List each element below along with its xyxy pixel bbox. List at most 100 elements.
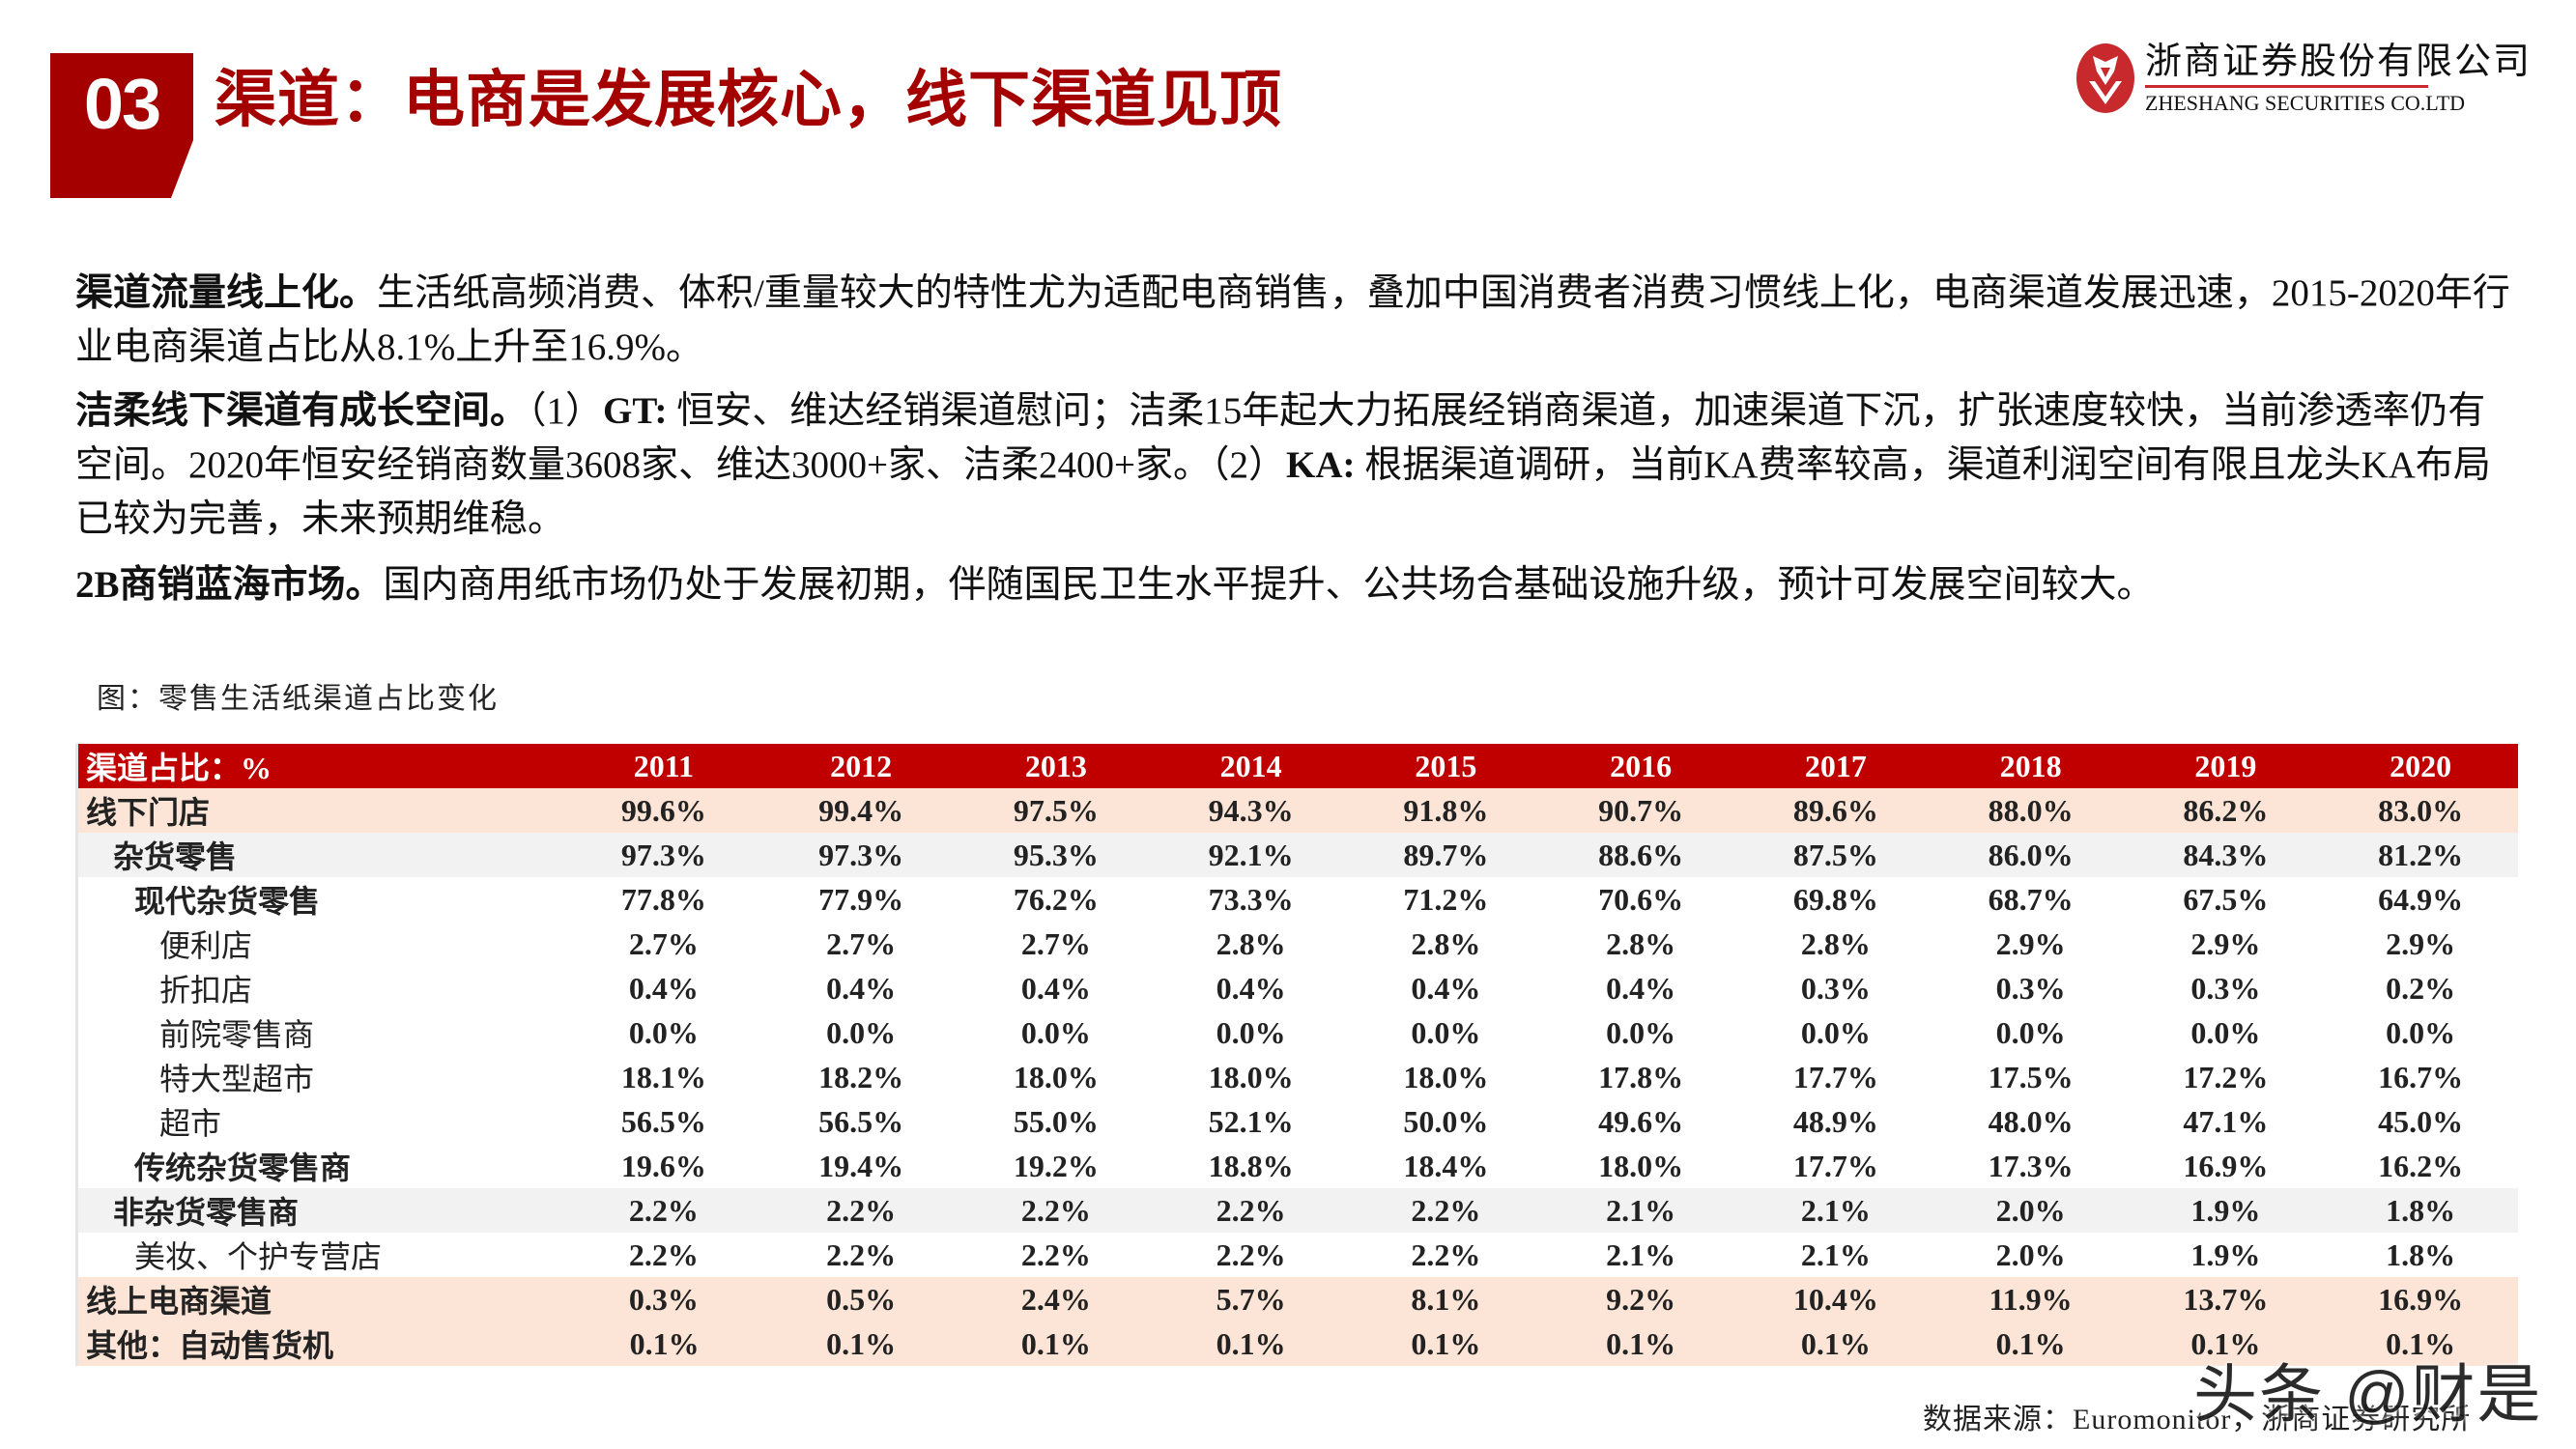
cell-value: 19.6% xyxy=(565,1144,764,1188)
cell-value: 2.1% xyxy=(1543,1233,1738,1277)
cell-value: 18.2% xyxy=(763,1055,959,1099)
cell-value: 2.0% xyxy=(1932,1188,2129,1233)
table-row: 前院零售商 0.0% 0.0% 0.0% 0.0% 0.0% 0.0% 0.0% 0.0% 0.0… xyxy=(76,1010,2518,1055)
cell-value: 97.3% xyxy=(763,833,959,877)
part2-lead: KA: xyxy=(1286,444,1356,486)
row-label: 传统杂货零售商 xyxy=(76,1144,565,1188)
cell-value: 2.8% xyxy=(1737,922,1933,966)
paragraph-offline-channel: 洁柔线下渠道有成长空间。（1）GT: 恒安、维达经销渠道慰问；洁柔15年起大力拓… xyxy=(75,384,2510,547)
cell-value: 17.5% xyxy=(1932,1055,2129,1099)
cell-value: 1.9% xyxy=(2128,1233,2324,1277)
cell-value: 0.1% xyxy=(2128,1321,2324,1366)
cell-value: 68.7% xyxy=(1932,877,2129,922)
part1-lead: GT: xyxy=(603,390,668,432)
cell-value: 0.0% xyxy=(1543,1010,1738,1055)
table-row: 传统杂货零售商 19.6% 19.4% 19.2% 18.8% 18.4% 18.0% 17.… xyxy=(76,1144,2518,1188)
cell-value: 18.0% xyxy=(1153,1055,1349,1099)
part2-prefix: （2） xyxy=(1211,444,1287,486)
year-header: 2013 xyxy=(958,744,1154,788)
watermark: 头条 @财是 xyxy=(2193,1358,2543,1430)
section-number-badge: 03 xyxy=(50,53,193,198)
cell-value: 92.1% xyxy=(1153,833,1349,877)
table-row: 其他：自动售货机 0.1% 0.1% 0.1% 0.1% 0.1% 0.1% 0.1% 0.1%… xyxy=(76,1321,2518,1366)
table-row: 非杂货零售商 2.2% 2.2% 2.2% 2.2% 2.2% 2.1% 2.1% 2.0% 1.… xyxy=(76,1188,2518,1233)
cell-value: 0.0% xyxy=(1932,1010,2129,1055)
cell-value: 5.7% xyxy=(1153,1277,1349,1321)
cell-value: 18.4% xyxy=(1348,1144,1544,1188)
year-header: 2014 xyxy=(1153,744,1349,788)
year-header: 2016 xyxy=(1543,744,1738,788)
cell-value: 2.9% xyxy=(2128,922,2324,966)
year-header: 2011 xyxy=(565,744,764,788)
table-row: 美妆、个护专营店 2.2% 2.2% 2.2% 2.2% 2.2% 2.1% 2.1% 2.0%… xyxy=(76,1233,2518,1277)
cell-value: 50.0% xyxy=(1348,1099,1544,1144)
year-header: 2015 xyxy=(1348,744,1544,788)
cell-value: 0.0% xyxy=(565,1010,764,1055)
part1-prefix: （1） xyxy=(528,390,604,432)
cell-value: 16.9% xyxy=(2128,1144,2324,1188)
cell-value: 0.0% xyxy=(1153,1010,1349,1055)
channel-share-table: 渠道占比：% 2011 2012 2013 2014 2015 2016 201… xyxy=(75,744,2518,1366)
cell-value: 19.2% xyxy=(958,1144,1154,1188)
row-label: 线下门店 xyxy=(76,788,565,833)
cell-value: 86.2% xyxy=(2128,788,2324,833)
cell-value: 67.5% xyxy=(2128,877,2324,922)
company-logo: 浙商证券股份有限公司 ZHESHANG SECURITIES CO.LTD xyxy=(2075,41,2530,118)
table-row: 线上电商渠道 0.3% 0.5% 2.4% 5.7% 8.1% 9.2% 10.4% 11.9%… xyxy=(76,1277,2518,1321)
cell-value: 1.9% xyxy=(2128,1188,2324,1233)
paragraph-lead: 2B商销蓝海市场。 xyxy=(75,564,384,606)
cell-value: 17.7% xyxy=(1737,1055,1933,1099)
paragraph-lead: 洁柔线下渠道有成长空间。 xyxy=(75,390,529,432)
cell-value: 18.0% xyxy=(1543,1144,1738,1188)
cell-value: 0.2% xyxy=(2323,966,2518,1010)
cell-value: 64.9% xyxy=(2323,877,2518,922)
cell-value: 97.5% xyxy=(958,788,1154,833)
cell-value: 0.0% xyxy=(1737,1010,1933,1055)
cell-value: 2.8% xyxy=(1543,922,1738,966)
row-label: 其他：自动售货机 xyxy=(76,1321,565,1366)
cell-value: 81.2% xyxy=(2323,833,2518,877)
cell-value: 0.4% xyxy=(1543,966,1738,1010)
cell-value: 73.3% xyxy=(1153,877,1349,922)
cell-value: 0.4% xyxy=(763,966,959,1010)
cell-value: 0.3% xyxy=(565,1277,764,1321)
row-label: 杂货零售 xyxy=(76,833,565,877)
row-label: 美妆、个护专营店 xyxy=(76,1233,565,1277)
cell-value: 77.8% xyxy=(565,877,764,922)
logo-name-cn: 浙商证券股份有限公司 xyxy=(2145,42,2533,82)
data-source: 数据来源：Euromonitor，浙商证券研究所 xyxy=(1923,1404,2472,1435)
cell-value: 0.1% xyxy=(1543,1321,1738,1366)
cell-value: 0.1% xyxy=(1153,1321,1349,1366)
cell-value: 2.7% xyxy=(958,922,1154,966)
cell-value: 47.1% xyxy=(2128,1099,2324,1144)
cell-value: 0.0% xyxy=(1348,1010,1544,1055)
cell-value: 8.1% xyxy=(1348,1277,1544,1321)
cell-value: 49.6% xyxy=(1543,1099,1738,1144)
cell-value: 2.1% xyxy=(1543,1188,1738,1233)
cell-value: 2.7% xyxy=(565,922,764,966)
cell-value: 0.1% xyxy=(1932,1321,2129,1366)
cell-value: 90.7% xyxy=(1543,788,1738,833)
logo-divider xyxy=(2145,85,2428,88)
cell-value: 18.8% xyxy=(1153,1144,1349,1188)
year-header: 2017 xyxy=(1737,744,1933,788)
table-row: 现代杂货零售 77.8% 77.9% 76.2% 73.3% 71.2% 70.6% 69.8… xyxy=(76,877,2518,922)
cell-value: 9.2% xyxy=(1543,1277,1738,1321)
header-label: 渠道占比：% xyxy=(76,744,565,788)
cell-value: 0.3% xyxy=(1932,966,2129,1010)
cell-value: 45.0% xyxy=(2323,1099,2518,1144)
cell-value: 11.9% xyxy=(1932,1277,2129,1321)
cell-value: 19.4% xyxy=(763,1144,959,1188)
cell-value: 87.5% xyxy=(1737,833,1933,877)
cell-value: 1.8% xyxy=(2323,1188,2518,1233)
cell-value: 0.3% xyxy=(1737,966,1933,1010)
year-header: 2018 xyxy=(1932,744,2129,788)
cell-value: 89.6% xyxy=(1737,788,1933,833)
cell-value: 99.4% xyxy=(763,788,959,833)
cell-value: 2.2% xyxy=(958,1188,1154,1233)
cell-value: 0.1% xyxy=(565,1321,764,1366)
paragraph-text: 国内商用纸市场仍处于发展初期，伴随国民卫生水平提升、公共场合基础设施升级，预计可… xyxy=(383,564,2155,606)
cell-value: 1.8% xyxy=(2323,1233,2518,1277)
cell-value: 0.1% xyxy=(763,1321,959,1366)
cell-value: 0.1% xyxy=(1348,1321,1544,1366)
